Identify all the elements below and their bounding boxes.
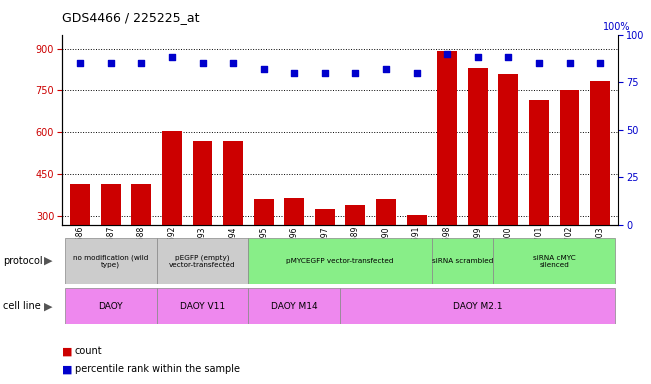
Bar	[223, 141, 243, 225]
Point	[350, 70, 361, 76]
Bar	[65, 238, 157, 284]
Text: DAOY M14: DAOY M14	[271, 302, 318, 311]
Text: ▶: ▶	[44, 256, 53, 266]
Bar	[376, 199, 396, 225]
Bar	[590, 81, 610, 225]
Text: DAOY: DAOY	[98, 302, 123, 311]
Point	[105, 60, 116, 66]
Bar	[437, 51, 457, 225]
Point	[228, 60, 238, 66]
Text: GDS4466 / 225225_at: GDS4466 / 225225_at	[62, 11, 199, 24]
Point	[381, 66, 391, 72]
Text: DAOY M2.1: DAOY M2.1	[453, 302, 503, 311]
Bar	[493, 238, 615, 284]
Bar	[432, 238, 493, 284]
Bar	[254, 199, 273, 225]
Bar	[529, 100, 549, 225]
Bar	[132, 184, 151, 225]
Point	[320, 70, 330, 76]
Text: ■: ■	[62, 364, 72, 374]
Point	[258, 66, 269, 72]
Bar	[157, 288, 249, 324]
Point	[167, 54, 177, 60]
Bar	[157, 238, 249, 284]
Bar	[340, 288, 615, 324]
Text: count: count	[75, 346, 102, 356]
Text: pMYCEGFP vector-transfected: pMYCEGFP vector-transfected	[286, 258, 394, 264]
Text: 100%: 100%	[603, 22, 630, 32]
Text: siRNA cMYC
silenced: siRNA cMYC silenced	[533, 255, 575, 268]
Point	[534, 60, 544, 66]
Point	[595, 60, 605, 66]
Bar	[407, 215, 426, 225]
Bar	[468, 68, 488, 225]
Point	[442, 51, 452, 57]
Text: cell line: cell line	[3, 301, 41, 311]
Bar	[315, 209, 335, 225]
Bar	[499, 74, 518, 225]
Text: ■: ■	[62, 346, 72, 356]
Bar	[162, 131, 182, 225]
Point	[289, 70, 299, 76]
Point	[136, 60, 146, 66]
Text: no modification (wild
type): no modification (wild type)	[73, 254, 148, 268]
Point	[197, 60, 208, 66]
Bar	[193, 141, 212, 225]
Text: percentile rank within the sample: percentile rank within the sample	[75, 364, 240, 374]
Bar	[284, 198, 304, 225]
Text: ▶: ▶	[44, 301, 53, 311]
Bar	[249, 238, 432, 284]
Bar	[346, 205, 365, 225]
Bar	[70, 184, 90, 225]
Text: protocol: protocol	[3, 256, 43, 266]
Text: pEGFP (empty)
vector-transfected: pEGFP (empty) vector-transfected	[169, 254, 236, 268]
Bar	[65, 288, 157, 324]
Bar	[560, 91, 579, 225]
Point	[564, 60, 575, 66]
Point	[411, 70, 422, 76]
Point	[503, 54, 514, 60]
Text: siRNA scrambled: siRNA scrambled	[432, 258, 493, 264]
Bar	[249, 288, 340, 324]
Point	[75, 60, 85, 66]
Bar	[101, 184, 120, 225]
Text: DAOY V11: DAOY V11	[180, 302, 225, 311]
Point	[473, 54, 483, 60]
